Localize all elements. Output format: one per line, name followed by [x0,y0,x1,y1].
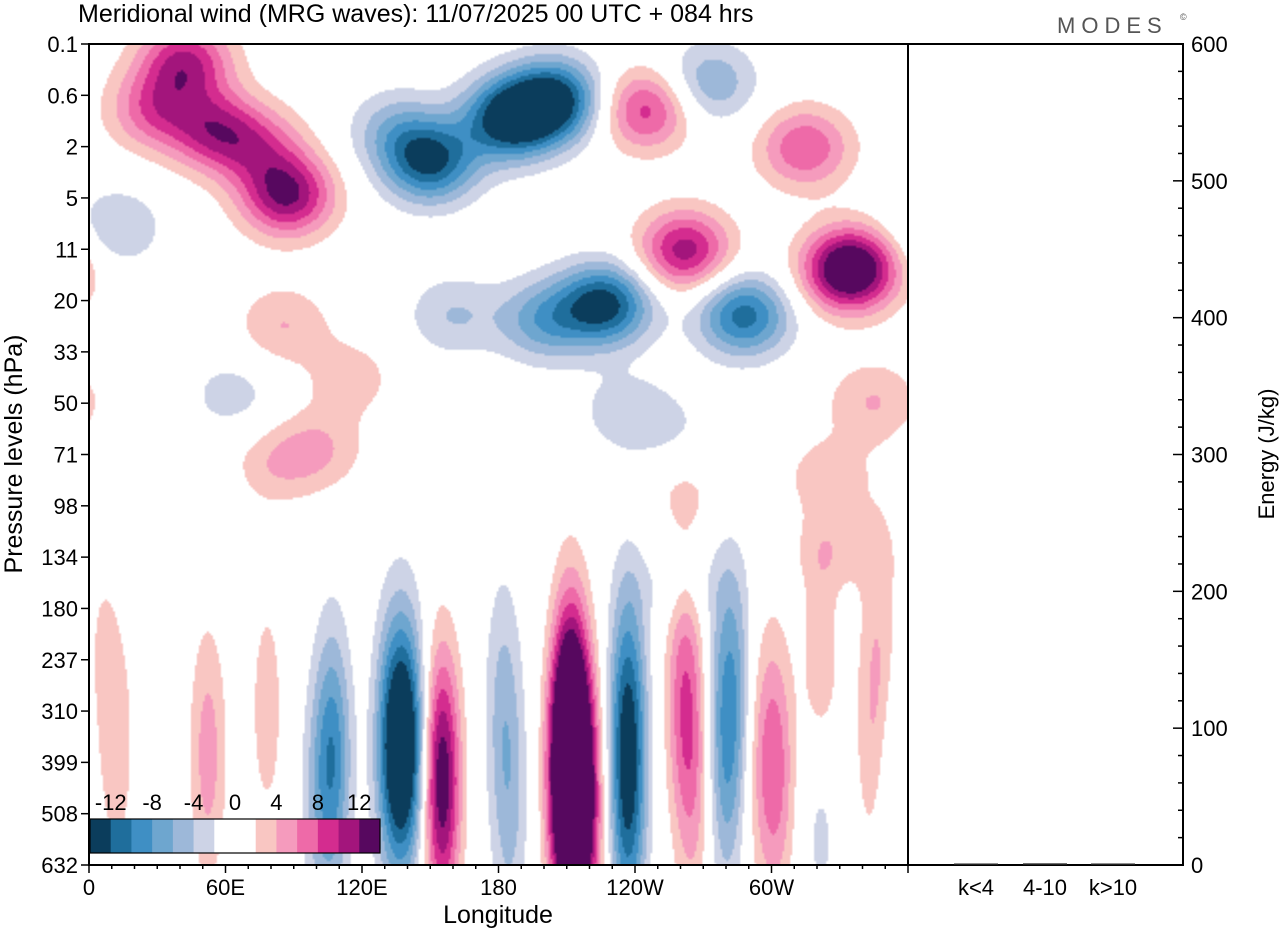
energy-tick-label: 200 [1191,579,1228,604]
wind-contour-field [89,44,908,865]
colorbar-label: 12 [347,790,371,815]
energy-bar [1023,863,1067,865]
x-tick-label: 60E [206,875,245,900]
x-tick-label: 0 [83,875,95,900]
wind-heatmap [89,44,908,865]
colorbar-label: 0 [229,790,241,815]
colorbar-cell [110,819,132,853]
x-tick-label: 60W [749,875,794,900]
energy-axis-label: Energy (J/kg) [1254,389,1279,520]
y-tick-label: 5 [66,186,78,211]
y-tick-label: 399 [41,750,78,775]
y-tick-label: 310 [41,699,78,724]
energy-bar-label: k>10 [1089,875,1137,900]
energy-bar-label: 4-10 [1023,875,1067,900]
x-tick-label: 120W [606,875,664,900]
y-tick-label: 50 [54,391,78,416]
y-tick-label: 134 [41,545,78,570]
colorbar-cell [193,819,215,853]
energy-bars: k<4 4-10 k>10 [954,863,1137,900]
colorbar-cell [255,819,277,853]
colorbar-cell [338,819,360,853]
colorbar-cell [317,819,340,853]
energy-tick-label: 600 [1191,32,1228,57]
colorbar-cell [235,819,257,853]
modes-logo: MODES [1057,13,1168,38]
y-tick-label: 2 [66,135,78,160]
y-tick-label: 71 [54,443,78,468]
energy-tick-label: 300 [1191,443,1228,468]
energy-bar-label: k<4 [958,875,994,900]
colorbar-cell [276,819,298,853]
colorbar-cell [359,819,381,853]
y-tick-label: 98 [54,494,78,519]
y-tick-label: 33 [54,340,78,365]
colorbar-cell [131,819,153,853]
y-tick-label: 11 [55,237,78,262]
y-tick-label: 632 [41,853,78,878]
colorbar-label: -4 [184,790,204,815]
y-tick-label: 20 [54,289,78,314]
x-tick-label: 120E [336,875,387,900]
colorbar-label: -12 [95,790,127,815]
energy-panel-frame [907,43,1184,866]
x-tick-label: 180 [480,875,517,900]
colorbar-cell [90,819,112,853]
energy-bar [954,863,998,865]
x-axis-label: Longitude [443,901,553,929]
axes: 0.1 0.6 2 5 11 20 33 50 71 98 134 180 237 310 399 508 63… [41,32,1227,900]
energy-tick-label: 500 [1191,169,1228,194]
energy-bar [1091,863,1135,865]
colorbar-label: -8 [142,790,162,815]
colorbar: -12 -8 -4 0 4 8 12 [89,790,381,854]
energy-tick-label: 100 [1191,716,1228,741]
y-tick-label: 508 [41,802,78,827]
chart-title: Meridional wind (MRG waves): 11/07/2025 … [78,0,754,28]
energy-tick-label: 0 [1191,853,1203,878]
y-axis-label: Pressure levels (hPa) [0,335,28,574]
y-tick-label: 237 [41,648,78,673]
energy-tick-label: 400 [1191,306,1228,331]
colorbar-cell [152,819,174,853]
y-tick-label: 180 [41,596,78,621]
colorbar-cell [172,819,195,853]
y-tick-label: 0.6 [47,83,78,108]
colorbar-label: 4 [270,790,282,815]
colorbar-label: 8 [312,790,324,815]
colorbar-cell [297,819,319,853]
y-tick-label: 0.1 [47,32,78,57]
colorbar-cell [214,819,236,853]
modes-logo-mark: © [1180,12,1193,22]
